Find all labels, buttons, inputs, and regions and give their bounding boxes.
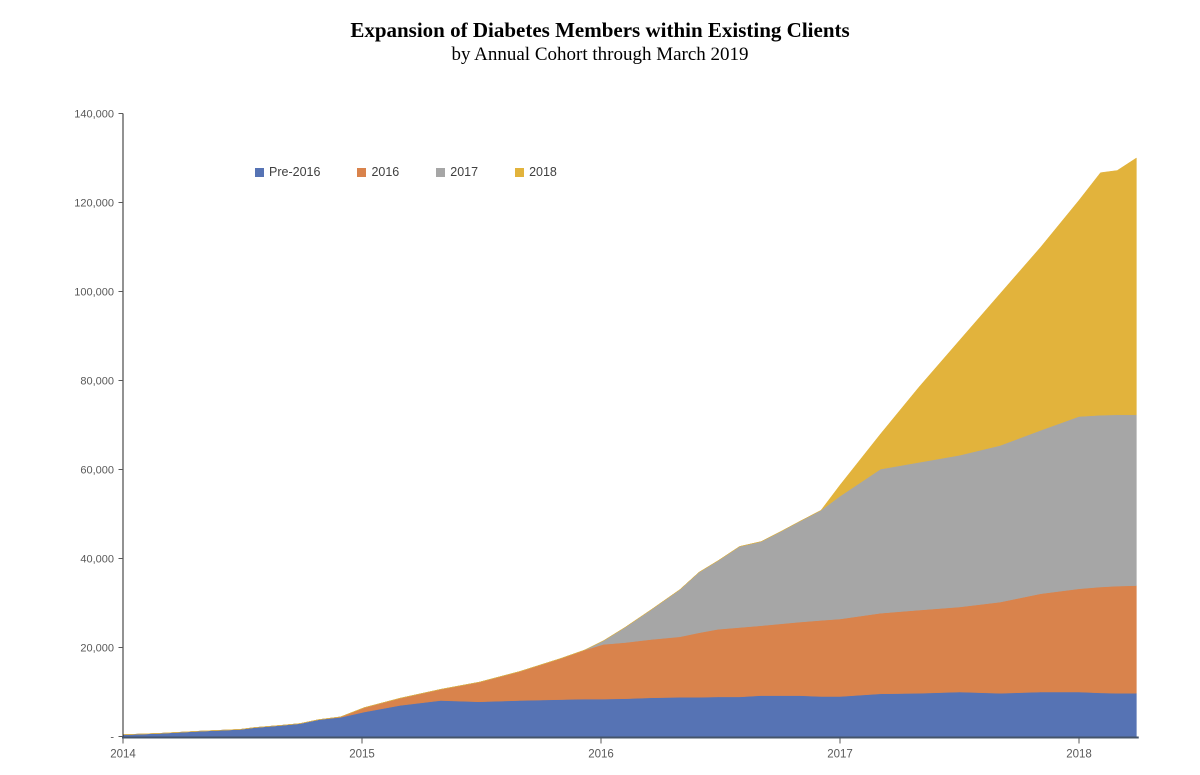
y-axis-tick-label: 120,000 bbox=[74, 198, 114, 210]
x-axis-tick-label: 2017 bbox=[827, 749, 853, 761]
chart-legend: Pre-2016 2016 2017 2018 bbox=[255, 166, 557, 179]
y-axis-tick-label: 100,000 bbox=[74, 287, 114, 299]
x-axis-tick-label: 2015 bbox=[349, 749, 375, 761]
legend-item-pre-2016: Pre-2016 bbox=[255, 166, 320, 179]
y-axis-tick-label: 40,000 bbox=[80, 554, 114, 566]
legend-swatch-icon bbox=[255, 167, 264, 177]
legend-item-2016: 2016 bbox=[357, 166, 399, 179]
x-axis-tick-label: 2018 bbox=[1066, 749, 1092, 761]
legend-label: Pre-2016 bbox=[269, 165, 321, 179]
legend-swatch-icon bbox=[515, 167, 525, 177]
area-series-2018 bbox=[122, 157, 1137, 735]
legend-swatch-icon bbox=[357, 167, 367, 177]
legend-item-2017: 2017 bbox=[436, 166, 478, 179]
legend-label: 2016 bbox=[371, 165, 400, 179]
y-axis-tick-label: - bbox=[110, 732, 114, 744]
legend-item-2018: 2018 bbox=[515, 166, 557, 179]
legend-swatch-icon bbox=[436, 167, 446, 177]
chart-title: Expansion of Diabetes Members within Exi… bbox=[350, 18, 850, 42]
y-axis-tick-label: 20,000 bbox=[80, 643, 114, 655]
legend-label: 2017 bbox=[450, 165, 479, 179]
y-axis-tick-label: 60,000 bbox=[80, 465, 114, 477]
y-axis-tick-label: 140,000 bbox=[74, 109, 114, 121]
chart-subtitle: by Annual Cohort through March 2019 bbox=[451, 44, 749, 65]
x-axis-tick-label: 2016 bbox=[588, 749, 614, 761]
legend-label: 2018 bbox=[529, 165, 557, 179]
y-axis-tick-label: 80,000 bbox=[80, 376, 114, 388]
x-axis-tick-label: 2014 bbox=[110, 749, 136, 761]
